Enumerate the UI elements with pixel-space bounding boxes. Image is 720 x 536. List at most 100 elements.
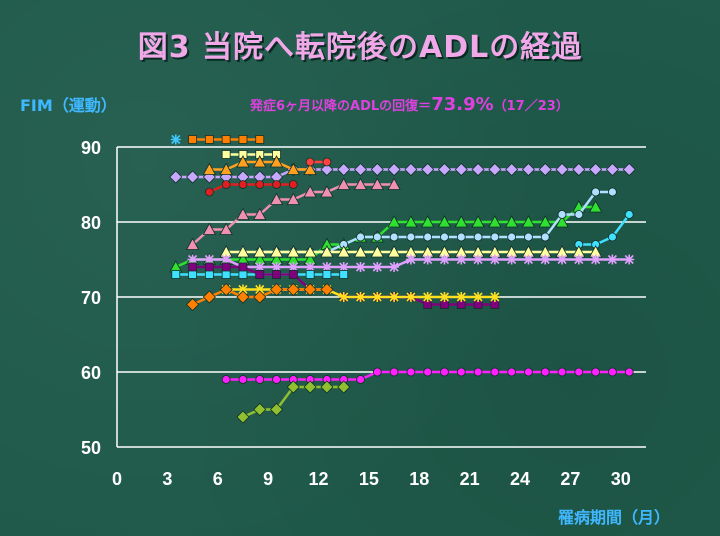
data-point	[557, 254, 568, 265]
data-point	[337, 177, 351, 190]
data-point	[356, 232, 365, 242]
data-point	[253, 155, 267, 168]
data-point	[320, 282, 334, 297]
data-point	[221, 375, 231, 384]
data-point	[253, 207, 267, 220]
data-point	[355, 292, 366, 302]
data-point	[521, 162, 536, 177]
data-point	[489, 254, 500, 265]
data-point	[387, 215, 401, 228]
data-point	[269, 155, 284, 168]
series-line	[175, 168, 630, 179]
series-12	[219, 245, 603, 258]
data-point	[339, 270, 349, 279]
data-point	[221, 270, 231, 279]
data-point	[456, 292, 467, 302]
data-point	[588, 200, 603, 213]
data-point	[236, 245, 250, 258]
series-8	[185, 177, 401, 250]
data-point	[188, 270, 197, 279]
data-point	[507, 232, 517, 242]
y-tick-label: 90	[81, 138, 101, 158]
y-axis-label: FIM（運動）	[20, 96, 117, 115]
data-point	[624, 367, 634, 377]
data-point	[237, 284, 248, 295]
data-point	[504, 215, 519, 228]
data-point	[405, 254, 416, 265]
data-point	[271, 262, 282, 272]
data-point	[305, 262, 316, 272]
data-point	[473, 292, 484, 302]
data-point	[389, 367, 399, 377]
data-point	[272, 375, 281, 384]
data-point	[353, 162, 368, 177]
data-point	[238, 262, 248, 272]
data-point	[254, 262, 265, 272]
data-point	[337, 245, 351, 258]
data-point	[254, 284, 265, 295]
data-point	[337, 162, 351, 177]
data-point	[238, 135, 248, 144]
data-point	[272, 270, 281, 279]
data-point	[473, 367, 483, 377]
data-point	[269, 402, 284, 417]
data-point	[422, 292, 433, 302]
series-18	[221, 367, 634, 384]
data-point	[404, 215, 418, 228]
data-point	[573, 254, 584, 265]
data-point	[540, 367, 550, 377]
data-point	[607, 254, 618, 265]
data-point	[204, 270, 214, 279]
data-point	[490, 232, 500, 242]
series-19	[236, 380, 351, 424]
data-point	[221, 135, 231, 144]
data-point	[219, 282, 233, 297]
data-point	[387, 245, 401, 258]
data-point	[219, 222, 233, 235]
data-point	[524, 367, 533, 377]
data-point	[589, 162, 603, 177]
x-tick-label: 18	[409, 469, 429, 489]
data-point	[169, 170, 183, 184]
data-point	[608, 232, 617, 242]
data-point	[405, 292, 416, 302]
data-point	[622, 162, 636, 177]
data-point	[372, 292, 383, 302]
data-point	[538, 215, 552, 228]
annotation-percent: 73.9%	[431, 94, 494, 115]
data-point	[253, 290, 267, 304]
data-point	[387, 177, 401, 190]
data-point	[608, 367, 617, 377]
data-point	[406, 367, 416, 377]
data-point	[236, 290, 250, 304]
data-point	[221, 254, 232, 265]
data-point	[253, 402, 267, 417]
data-point	[303, 282, 317, 297]
data-point	[540, 254, 551, 265]
data-point	[555, 215, 569, 228]
data-point	[421, 215, 435, 228]
series-3	[221, 150, 281, 159]
data-point	[355, 262, 366, 272]
x-axis-label: 罹病期間（月）	[558, 508, 671, 527]
series-1	[188, 135, 265, 144]
data-point	[221, 180, 231, 189]
data-point	[370, 177, 384, 190]
data-point	[288, 270, 298, 279]
data-point	[439, 292, 450, 302]
data-point	[353, 245, 368, 258]
data-point	[624, 210, 634, 219]
data-point	[253, 245, 267, 258]
data-point	[506, 254, 517, 265]
x-tick-label: 21	[460, 469, 480, 489]
series-line	[578, 213, 631, 246]
data-point	[370, 245, 384, 258]
data-point	[286, 380, 300, 394]
data-point	[320, 162, 334, 177]
data-point	[238, 375, 248, 384]
data-point	[255, 180, 265, 189]
data-point	[387, 162, 401, 177]
data-point	[221, 262, 231, 272]
data-point	[574, 367, 584, 377]
